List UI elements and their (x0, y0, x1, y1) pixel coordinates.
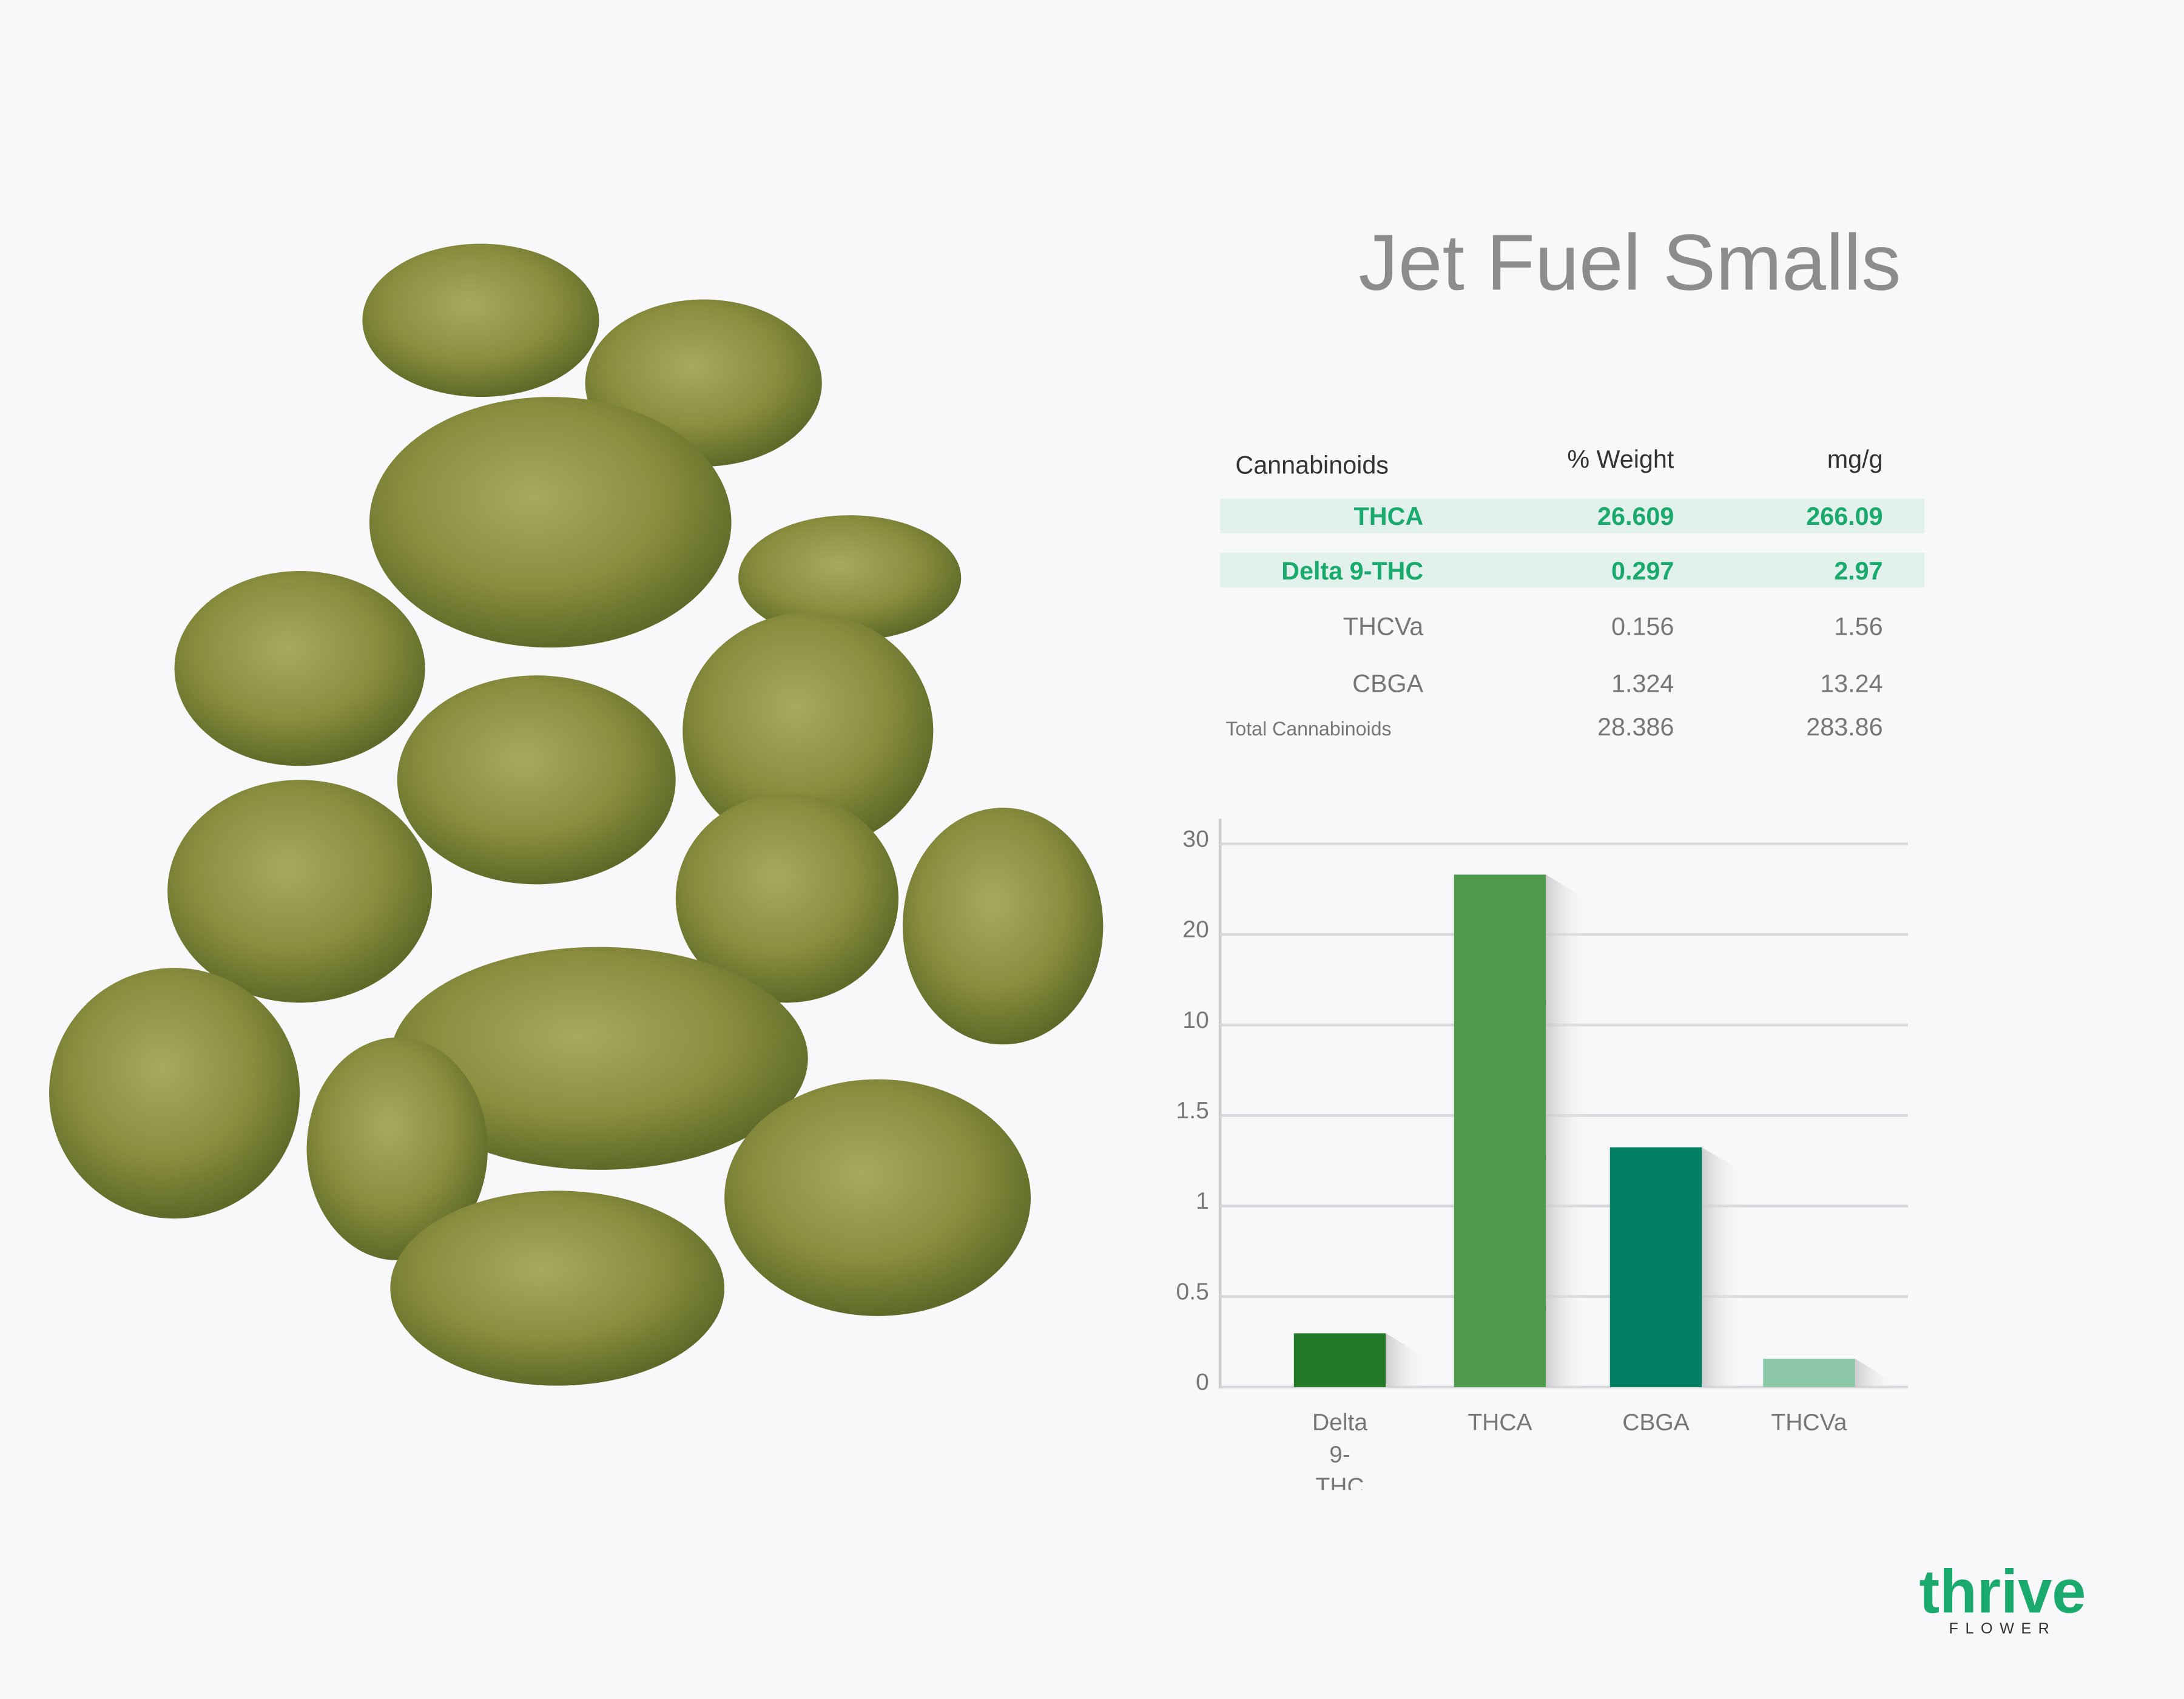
y-tick-label: 10 (1182, 1007, 1208, 1033)
row-highlight (1220, 498, 1925, 534)
bar (1763, 1359, 1855, 1387)
cannabinoid-table: Cannabinoids % Weight mg/g THCA 26.609 266.09… (1220, 445, 1925, 741)
table-cell: 26.609 (1597, 502, 1674, 530)
chart: 0 0.5 1 1.5 10 20 30 Delta 9-THC THCA CBGA THCVa (1176, 819, 1908, 1490)
x-tick-label: THCA (1468, 1409, 1532, 1436)
table-cell: CBGA (1352, 670, 1423, 698)
x-label-box: THCVa (1771, 1409, 1847, 1436)
table-cell: THCA (1354, 502, 1424, 530)
table-cell: 1.56 (1834, 613, 1882, 641)
table-cell: 13.24 (1820, 670, 1882, 698)
logo: thrive FLOWER (1919, 1558, 2086, 1637)
y-tick-label: 30 (1182, 826, 1208, 852)
y-tick-label: 1.5 (1176, 1098, 1209, 1124)
bar (1454, 874, 1546, 1387)
table-cell: 28.386 (1597, 713, 1674, 741)
x-label-box: Delta 9-THC (1312, 1409, 1368, 1490)
x-tick-label: Delta 9-THC (1312, 1409, 1368, 1490)
logo-name: thrive (1919, 1558, 2086, 1626)
total-label: Total Cannabinoids (1225, 718, 1391, 740)
bar-shadow (1386, 1333, 1428, 1387)
product-photo (49, 243, 1104, 1386)
table-cell: 2.97 (1834, 557, 1882, 585)
y-tick-label: 1 (1196, 1188, 1209, 1214)
table-cell: 1.324 (1611, 670, 1674, 698)
table-cell: Delta 9-THC (1281, 557, 1423, 585)
bar (1609, 1147, 1702, 1387)
logo-tagline: FLOWER (1949, 1620, 2057, 1637)
x-label-box: THCA (1468, 1409, 1532, 1436)
table-header: Cannabinoids (1235, 451, 1389, 479)
table-header: % Weight (1567, 445, 1674, 473)
bar (1293, 1333, 1386, 1387)
table-cell: 266.09 (1806, 502, 1882, 530)
y-tick-label: 0 (1196, 1369, 1209, 1395)
table-cell: 283.86 (1806, 713, 1882, 741)
x-label-box: CBGA (1622, 1409, 1690, 1436)
table-cell: 0.156 (1611, 613, 1674, 641)
table-header: mg/g (1827, 445, 1883, 473)
table-cell: 0.297 (1611, 557, 1674, 585)
y-tick-label: 20 (1182, 917, 1208, 943)
y-tick-label: 0.5 (1176, 1278, 1209, 1305)
x-tick-label: CBGA (1622, 1409, 1690, 1436)
bar-shadow (1855, 1359, 1897, 1387)
product-title: Jet Fuel Smalls (1358, 218, 1901, 306)
row-highlight (1220, 553, 1925, 588)
x-tick-label: THCVa (1771, 1409, 1847, 1436)
bar-shadow (1702, 1147, 1744, 1387)
bar-shadow (1546, 874, 1588, 1387)
table-cell: THCVa (1343, 613, 1423, 641)
